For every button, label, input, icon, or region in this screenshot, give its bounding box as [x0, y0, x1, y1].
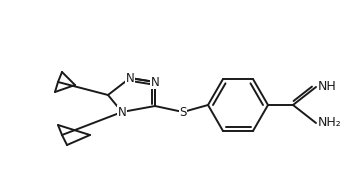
Text: N: N — [126, 71, 134, 84]
Text: NH₂: NH₂ — [318, 117, 342, 130]
Text: N: N — [118, 105, 126, 118]
Text: S: S — [179, 105, 187, 118]
Text: NH: NH — [318, 80, 337, 93]
Text: N: N — [151, 76, 159, 89]
